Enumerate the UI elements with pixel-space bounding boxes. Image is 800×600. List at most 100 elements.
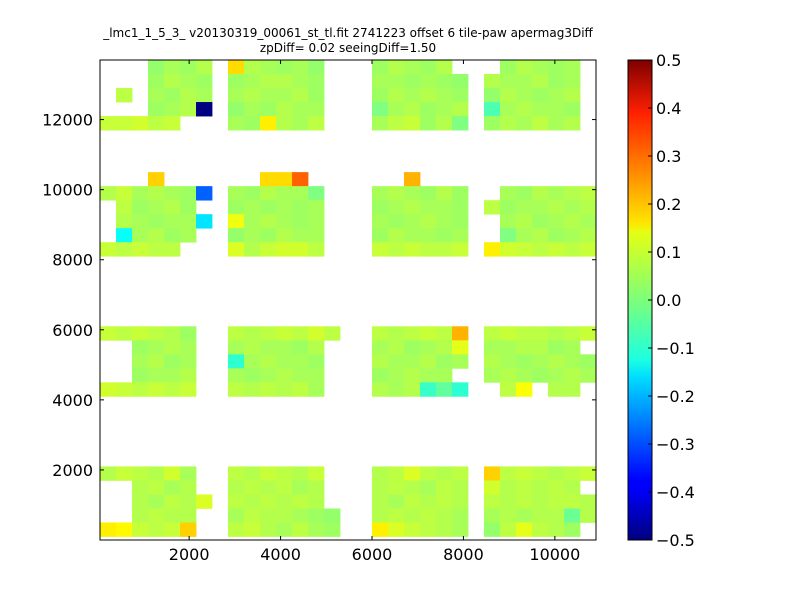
heatmap-cell [228, 522, 245, 537]
heatmap-cell [244, 228, 261, 243]
heatmap-cell [516, 60, 533, 75]
heatmap-cell [372, 102, 389, 117]
heatmap-cell [532, 466, 549, 481]
heatmap-cell [404, 214, 421, 229]
heatmap-cell [100, 466, 117, 481]
colorbar-tick-label: 0.5 [656, 51, 681, 70]
heatmap-cell [372, 228, 389, 243]
heatmap-cell [308, 186, 325, 201]
heatmap-cell [548, 74, 565, 89]
heatmap-cell [228, 228, 245, 243]
heatmap-cell [276, 214, 293, 229]
heatmap-cell [260, 60, 277, 75]
heatmap-cell [420, 242, 437, 257]
heatmap-cell [484, 494, 501, 509]
heatmap-cell [132, 466, 149, 481]
heatmap-cell [372, 88, 389, 103]
heatmap-cell [324, 326, 341, 341]
heatmap-cell [180, 508, 197, 523]
heatmap-cell [260, 494, 277, 509]
heatmap-cell [532, 60, 549, 75]
heatmap-cell [292, 354, 309, 369]
heatmap-cell [132, 228, 149, 243]
heatmap-cell [516, 508, 533, 523]
heatmap-cell [548, 508, 565, 523]
heatmap-cell [292, 102, 309, 117]
heatmap-cell [116, 88, 133, 103]
heatmap-cell [372, 60, 389, 75]
heatmap-cell [260, 242, 277, 257]
heatmap-cell [484, 480, 501, 495]
heatmap-cell [420, 480, 437, 495]
heatmap-cell [404, 186, 421, 201]
heatmap-cell [148, 466, 165, 481]
heatmap-cell [276, 116, 293, 131]
heatmap-cell [548, 88, 565, 103]
heatmap-cell [180, 186, 197, 201]
heatmap-cell [580, 326, 597, 341]
heatmap-cell [180, 60, 197, 75]
heatmap-cell [244, 60, 261, 75]
heatmap-cell [180, 88, 197, 103]
heatmap-cell [564, 60, 581, 75]
heatmap-cell [244, 102, 261, 117]
heatmap-cell [372, 466, 389, 481]
x-tick-label: 2000 [169, 545, 210, 564]
heatmap-cell [580, 508, 597, 523]
heatmap-cell [100, 186, 117, 201]
heatmap-cell [516, 480, 533, 495]
heatmap-cell [516, 368, 533, 383]
heatmap-cell [580, 494, 597, 509]
heatmap-cell [164, 494, 181, 509]
heatmap-cell [148, 354, 165, 369]
heatmap-cell [180, 494, 197, 509]
heatmap-cell [148, 200, 165, 215]
heatmap-cell [564, 326, 581, 341]
heatmap-cell [180, 382, 197, 397]
heatmap-cell [116, 522, 133, 537]
heatmap-cell [148, 88, 165, 103]
heatmap-cell [420, 200, 437, 215]
heatmap-cell [148, 60, 165, 75]
heatmap-cell [452, 74, 469, 89]
heatmap-cell [260, 214, 277, 229]
heatmap-cell [276, 382, 293, 397]
heatmap-cell [548, 494, 565, 509]
heatmap-cell [308, 88, 325, 103]
heatmap-cell [148, 172, 165, 187]
heatmap-cell [276, 508, 293, 523]
heatmap-cell [244, 186, 261, 201]
heatmap-cell [532, 368, 549, 383]
heatmap-cell [276, 480, 293, 495]
heatmap-cell [500, 200, 517, 215]
heatmap-cell [580, 466, 597, 481]
heatmap-cell [148, 522, 165, 537]
heatmap-cell [436, 508, 453, 523]
heatmap-cell [404, 368, 421, 383]
heatmap-cell [308, 522, 325, 537]
heatmap-cell [244, 368, 261, 383]
heatmap-cell [500, 354, 517, 369]
heatmap-cell [452, 494, 469, 509]
heatmap-cell [372, 74, 389, 89]
heatmap-cell [244, 508, 261, 523]
heatmap-cell [228, 74, 245, 89]
heatmap-cell [196, 186, 213, 201]
heatmap-cell [388, 102, 405, 117]
heatmap-cell [308, 480, 325, 495]
heatmap-cell [404, 242, 421, 257]
heatmap-cell [228, 186, 245, 201]
heatmap-cell [532, 242, 549, 257]
heatmap-cell [260, 480, 277, 495]
plot-frame [99, 59, 597, 541]
heatmap-cell [100, 326, 117, 341]
heatmap-cell [388, 116, 405, 131]
heatmap-cell [484, 466, 501, 481]
heatmap-cell [116, 214, 133, 229]
heatmap-cell [564, 242, 581, 257]
heatmap-cell [244, 354, 261, 369]
heatmap-cell [580, 186, 597, 201]
heatmap-cell [132, 326, 149, 341]
heatmap-cell [148, 116, 165, 131]
heatmap-cell [164, 354, 181, 369]
